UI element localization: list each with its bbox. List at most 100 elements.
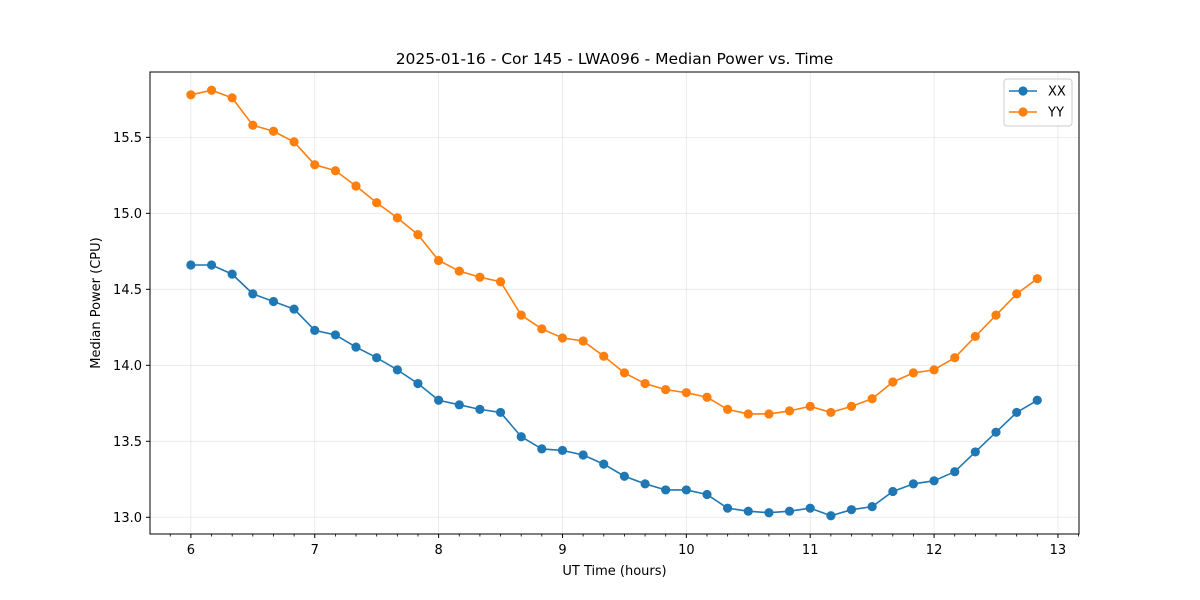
data-point-xx	[846, 505, 857, 515]
data-point-xx	[1012, 407, 1022, 418]
x-tick-label: 11	[802, 543, 819, 558]
data-point-yy	[888, 377, 898, 387]
data-point-yy	[764, 409, 774, 419]
data-point-yy	[372, 198, 382, 208]
data-point-yy	[578, 336, 588, 346]
data-point-xx	[268, 296, 279, 307]
data-point-yy	[784, 406, 795, 416]
x-tick-label: 10	[678, 543, 695, 558]
data-point-yy	[268, 126, 279, 136]
data-point-xx	[537, 444, 547, 454]
data-point-yy	[289, 137, 299, 147]
data-point-yy	[950, 353, 960, 363]
data-point-xx	[764, 508, 774, 518]
x-tick-label: 9	[558, 543, 566, 558]
series-layer	[186, 85, 1042, 521]
data-point-xx	[351, 342, 361, 352]
data-point-yy	[557, 333, 568, 343]
data-point-yy	[743, 409, 753, 419]
data-point-xx	[372, 353, 382, 363]
data-point-xx	[867, 502, 877, 512]
series-xx	[186, 260, 1042, 521]
legend-item-xx: XX	[1009, 85, 1066, 100]
chart-title: 2025-01-16 - Cor 145 - LWA096 - Median P…	[396, 50, 834, 68]
x-tick-label: 13	[1050, 543, 1067, 558]
data-point-xx	[991, 427, 1001, 437]
legend-marker	[1018, 86, 1028, 96]
data-point-xx	[743, 506, 753, 516]
data-point-yy	[248, 120, 258, 130]
data-point-yy	[929, 365, 939, 375]
data-point-xx	[908, 479, 918, 489]
data-point-yy	[330, 166, 341, 176]
data-point-xx	[248, 289, 258, 299]
data-point-yy	[1032, 274, 1042, 284]
data-point-yy	[392, 213, 402, 223]
legend-item-yy: YY	[1009, 106, 1064, 121]
x-tick-label: 12	[926, 543, 943, 558]
data-point-yy	[908, 368, 918, 378]
y-tick-label: 14.0	[113, 359, 142, 374]
data-point-yy	[867, 394, 877, 404]
x-tick-label: 6	[187, 543, 195, 558]
data-point-yy	[702, 392, 712, 402]
y-tick-label: 13.0	[113, 511, 142, 526]
data-point-yy	[495, 277, 506, 287]
data-point-xx	[516, 432, 526, 442]
data-point-xx	[702, 489, 712, 500]
data-point-xx	[805, 503, 815, 513]
data-point-yy	[970, 331, 980, 342]
data-point-xx	[1032, 395, 1042, 405]
y-tick-label: 15.5	[113, 131, 142, 146]
data-point-xx	[826, 511, 836, 521]
data-point-xx	[661, 485, 671, 495]
legend: XX YY	[1003, 78, 1073, 127]
series-yy	[186, 85, 1042, 419]
data-point-xx	[888, 486, 898, 497]
data-point-xx	[310, 325, 320, 335]
data-point-xx	[475, 404, 485, 414]
y-tick-label: 14.5	[113, 283, 142, 298]
data-point-xx	[330, 330, 341, 340]
data-point-xx	[495, 407, 506, 418]
data-point-yy	[537, 324, 547, 334]
data-point-yy	[722, 404, 733, 414]
data-point-yy	[516, 310, 526, 320]
plot-area-frame	[149, 71, 1080, 535]
data-point-xx	[681, 485, 691, 495]
data-point-yy	[640, 378, 650, 389]
y-axis: 13.0 13.5 14.0 14.5 15.0 15.5	[113, 131, 150, 526]
data-point-xx	[392, 365, 402, 375]
data-point-yy	[805, 401, 815, 411]
data-point-yy	[826, 407, 836, 418]
data-point-xx	[722, 503, 733, 513]
x-tick-label: 7	[311, 543, 319, 558]
data-point-yy	[475, 272, 485, 282]
legend-label: YY	[1047, 106, 1064, 121]
data-point-yy	[991, 310, 1001, 320]
data-point-xx	[950, 467, 960, 477]
data-point-xx	[557, 445, 568, 456]
data-point-xx	[206, 260, 217, 270]
data-point-yy	[681, 388, 691, 398]
data-point-xx	[929, 476, 939, 486]
data-point-yy	[206, 85, 217, 95]
data-point-xx	[640, 479, 650, 489]
data-point-xx	[454, 400, 464, 410]
data-point-xx	[784, 506, 795, 516]
y-axis-title: Median Power (CPU)	[89, 237, 104, 368]
data-point-yy	[619, 368, 630, 378]
legend-marker	[1018, 107, 1028, 117]
data-point-xx	[289, 304, 299, 314]
x-tick-label: 8	[434, 543, 442, 558]
data-point-yy	[227, 93, 237, 103]
data-point-xx	[599, 459, 609, 469]
data-point-yy	[846, 401, 857, 411]
data-point-xx	[186, 260, 196, 270]
data-point-yy	[1012, 289, 1022, 299]
data-point-yy	[661, 385, 671, 395]
data-point-yy	[186, 90, 196, 100]
y-tick-label: 15.0	[113, 207, 142, 222]
data-point-xx	[227, 269, 237, 279]
